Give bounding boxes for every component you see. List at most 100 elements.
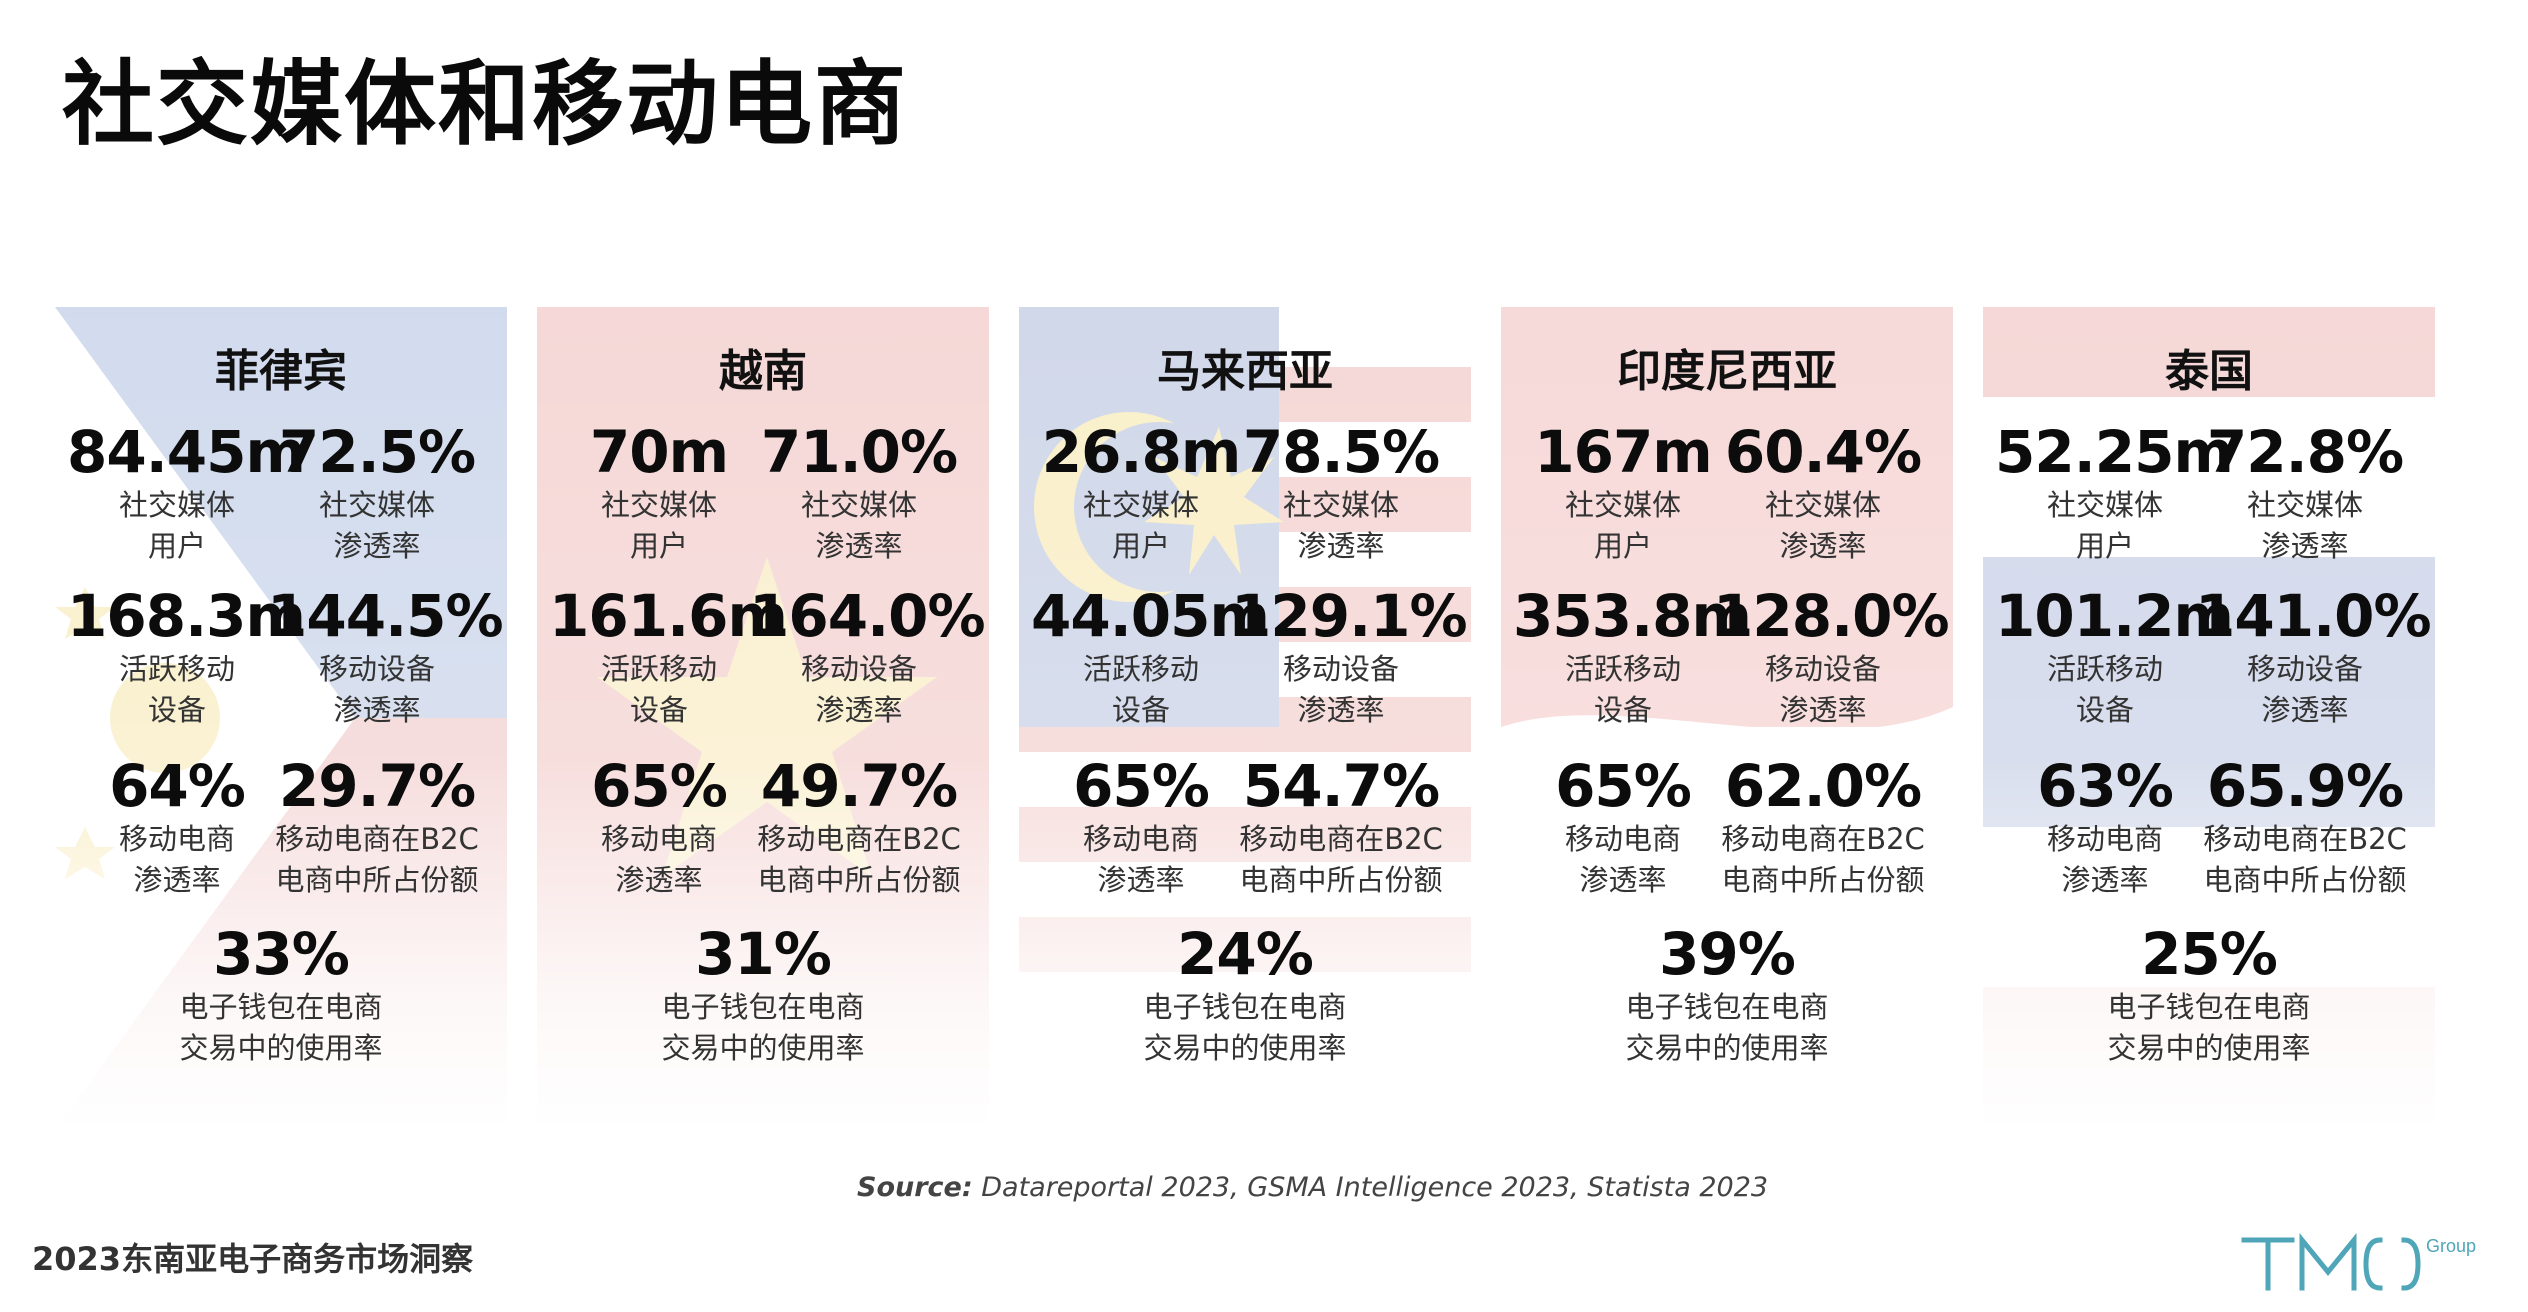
stat-label: 社交媒体 用户 bbox=[1564, 488, 1681, 563]
stat-label: 社交媒体 用户 bbox=[2046, 488, 2163, 563]
stat-label: 社交媒体 渗透率 bbox=[2246, 488, 2363, 563]
country-card-vietnam: 越南 70m 社交媒体 用户 71.0% 社交媒体 渗透率 161.6m 活跃移… bbox=[537, 307, 989, 1130]
stat-value: 26.8m bbox=[1041, 418, 1242, 486]
stat-active-devices: 353.8m 活跃移动 设备 bbox=[1513, 582, 1752, 731]
stat-mcommerce-share: 62.0% 移动电商在B2C 电商中所占份额 bbox=[1713, 753, 1933, 901]
stat-device-penetration: 164.0% 移动设备 渗透率 bbox=[749, 582, 986, 731]
stat-active-devices: 161.6m 活跃移动 设备 bbox=[549, 582, 788, 731]
country-name: 印度尼西亚 bbox=[1617, 346, 1837, 397]
stat-ewallet-usage: 25% 电子钱包在电商 交易中的使用率 bbox=[1983, 921, 2435, 1069]
stat-label: 移动电商 渗透率 bbox=[1564, 822, 1681, 897]
stat-label: 移动设备 渗透率 bbox=[800, 652, 917, 727]
stat-mcommerce-share: 65.9% 移动电商在B2C 电商中所占份额 bbox=[2195, 753, 2415, 901]
stat-value: 144.5% bbox=[267, 582, 504, 650]
stat-social-penetration: 72.8% 社交媒体 渗透率 bbox=[2195, 419, 2415, 567]
stat-label: 活跃移动 设备 bbox=[1564, 652, 1681, 727]
stat-label: 移动电商 渗透率 bbox=[600, 822, 717, 897]
stat-label: 活跃移动 设备 bbox=[600, 652, 717, 727]
stat-label: 移动电商 渗透率 bbox=[1082, 822, 1199, 897]
stat-social-penetration: 78.5% 社交媒体 渗透率 bbox=[1231, 419, 1451, 567]
tmo-group-logo: Group bbox=[2241, 1232, 2476, 1291]
stat-value: 128.0% bbox=[1713, 582, 1950, 650]
stat-value: 167m bbox=[1534, 418, 1713, 486]
stat-device-penetration: 144.5% 移动设备 渗透率 bbox=[267, 582, 504, 731]
stat-label: 移动电商 渗透率 bbox=[118, 822, 235, 897]
source-text: Datareportal 2023, GSMA Intelligence 202… bbox=[972, 1172, 1769, 1203]
country-cards: 菲律宾 84.45m 社交媒体 用户 72.5% 社交媒体 渗透率 168.3m… bbox=[55, 307, 2455, 1130]
stat-value: 65% bbox=[1555, 752, 1692, 820]
stat-value: 70m bbox=[589, 418, 729, 486]
report-title: 2023东南亚电子商务市场洞察 bbox=[32, 1240, 474, 1278]
stat-value: 164.0% bbox=[749, 582, 986, 650]
stat-label: 移动电商在B2C 电商中所占份额 bbox=[757, 822, 961, 897]
stat-ewallet-usage: 24% 电子钱包在电商 交易中的使用率 bbox=[1019, 921, 1471, 1069]
stat-label: 电子钱包在电商 交易中的使用率 bbox=[661, 990, 865, 1065]
source-prefix: Source: bbox=[857, 1172, 973, 1203]
stat-active-devices: 101.2m 活跃移动 设备 bbox=[1995, 582, 2234, 731]
stat-value: 141.0% bbox=[2195, 582, 2432, 650]
stat-label: 社交媒体 渗透率 bbox=[1764, 488, 1881, 563]
stat-label: 电子钱包在电商 交易中的使用率 bbox=[2107, 990, 2311, 1065]
stat-device-penetration: 129.1% 移动设备 渗透率 bbox=[1231, 582, 1468, 731]
stat-social-users: 70m 社交媒体 用户 bbox=[549, 419, 769, 567]
stat-value: 62.0% bbox=[1724, 752, 1922, 820]
stat-value: 29.7% bbox=[278, 752, 476, 820]
stat-value: 64% bbox=[109, 752, 246, 820]
stat-value: 33% bbox=[213, 920, 350, 988]
stat-label: 移动设备 渗透率 bbox=[318, 652, 435, 727]
stat-value: 84.45m bbox=[67, 418, 306, 486]
stat-value: 72.8% bbox=[2206, 418, 2404, 486]
page-title: 社交媒体和移动电商 bbox=[62, 51, 909, 158]
stat-value: 39% bbox=[1659, 920, 1796, 988]
stat-label: 社交媒体 用户 bbox=[118, 488, 235, 563]
stat-label: 移动电商在B2C 电商中所占份额 bbox=[1239, 822, 1443, 897]
stat-label: 移动设备 渗透率 bbox=[2246, 652, 2363, 727]
stat-value: 54.7% bbox=[1242, 752, 1440, 820]
stat-value: 25% bbox=[2141, 920, 2278, 988]
country-card-thailand: 泰国 52.25m 社交媒体 用户 72.8% 社交媒体 渗透率 101.2m … bbox=[1983, 307, 2435, 1130]
stat-mcommerce-penetration: 65% 移动电商 渗透率 bbox=[1513, 753, 1733, 901]
stat-value: 24% bbox=[1177, 920, 1314, 988]
stat-label: 移动电商 渗透率 bbox=[2046, 822, 2163, 897]
stat-mcommerce-penetration: 63% 移动电商 渗透率 bbox=[1995, 753, 2215, 901]
stat-value: 101.2m bbox=[1995, 582, 2234, 650]
stat-value: 65.9% bbox=[2206, 752, 2404, 820]
stat-ewallet-usage: 31% 电子钱包在电商 交易中的使用率 bbox=[537, 921, 989, 1069]
stat-social-penetration: 71.0% 社交媒体 渗透率 bbox=[749, 419, 969, 567]
stat-mcommerce-share: 54.7% 移动电商在B2C 电商中所占份额 bbox=[1231, 753, 1451, 901]
stat-value: 65% bbox=[1073, 752, 1210, 820]
stat-mcommerce-penetration: 65% 移动电商 渗透率 bbox=[549, 753, 769, 901]
stat-label: 社交媒体 渗透率 bbox=[318, 488, 435, 563]
stat-mcommerce-penetration: 65% 移动电商 渗透率 bbox=[1031, 753, 1251, 901]
stat-active-devices: 44.05m 活跃移动 设备 bbox=[1031, 582, 1270, 731]
stat-value: 353.8m bbox=[1513, 582, 1752, 650]
stat-social-users: 52.25m 社交媒体 用户 bbox=[1995, 418, 2234, 567]
stat-label: 活跃移动 设备 bbox=[118, 652, 235, 727]
country-card-indonesia: 印度尼西亚 167m 社交媒体 用户 60.4% 社交媒体 渗透率 353.8m… bbox=[1501, 307, 1953, 1130]
stat-social-users: 167m 社交媒体 用户 bbox=[1513, 419, 1733, 567]
stat-value: 161.6m bbox=[549, 582, 788, 650]
stat-mcommerce-share: 49.7% 移动电商在B2C 电商中所占份额 bbox=[749, 753, 969, 901]
stat-label: 移动电商在B2C 电商中所占份额 bbox=[1721, 822, 1925, 897]
stat-value: 129.1% bbox=[1231, 582, 1468, 650]
country-name: 越南 bbox=[719, 346, 807, 397]
stat-label: 移动设备 渗透率 bbox=[1764, 652, 1881, 727]
stat-value: 78.5% bbox=[1242, 418, 1440, 486]
stat-label: 社交媒体 渗透率 bbox=[1282, 488, 1399, 563]
stat-label: 移动电商在B2C 电商中所占份额 bbox=[275, 822, 479, 897]
stat-label: 电子钱包在电商 交易中的使用率 bbox=[1625, 990, 1829, 1065]
stat-label: 社交媒体 渗透率 bbox=[800, 488, 917, 563]
stat-value: 44.05m bbox=[1031, 582, 1270, 650]
stat-social-penetration: 60.4% 社交媒体 渗透率 bbox=[1713, 419, 1933, 567]
stat-label: 移动设备 渗透率 bbox=[1282, 652, 1399, 727]
svg-text:Group: Group bbox=[2426, 1236, 2476, 1256]
stat-value: 60.4% bbox=[1724, 418, 1922, 486]
stat-label: 电子钱包在电商 交易中的使用率 bbox=[179, 990, 383, 1065]
stat-value: 52.25m bbox=[1995, 418, 2234, 486]
stat-label: 活跃移动 设备 bbox=[2046, 652, 2163, 727]
stat-label: 社交媒体 用户 bbox=[600, 488, 717, 563]
stat-social-penetration: 72.5% 社交媒体 渗透率 bbox=[267, 419, 487, 567]
stat-value: 168.3m bbox=[67, 582, 306, 650]
stat-social-users: 26.8m 社交媒体 用户 bbox=[1031, 419, 1251, 567]
stat-label: 社交媒体 用户 bbox=[1082, 488, 1199, 563]
